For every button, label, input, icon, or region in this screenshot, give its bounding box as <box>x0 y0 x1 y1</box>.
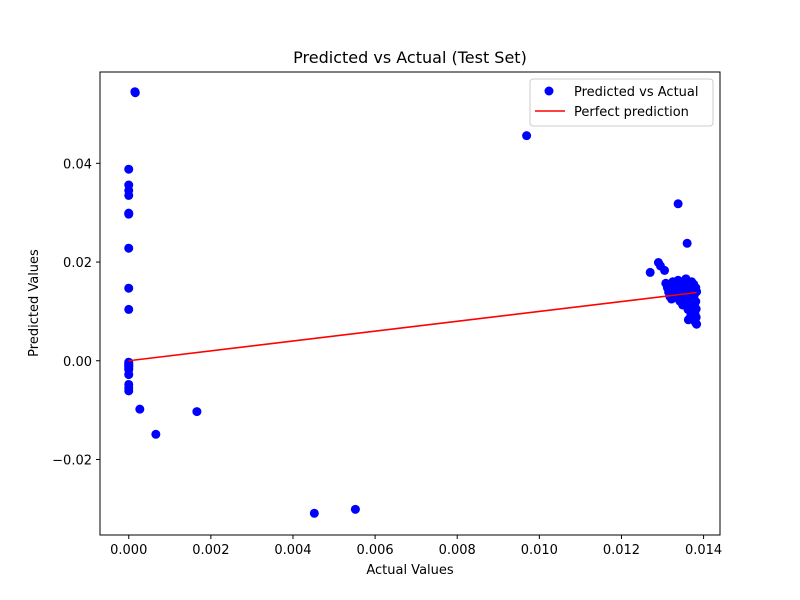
y-tick-label: −0.02 <box>52 453 92 468</box>
x-tick-label: 0.010 <box>521 543 558 558</box>
data-point <box>124 370 134 380</box>
data-point <box>645 267 655 277</box>
data-point <box>692 319 702 329</box>
legend-box <box>529 78 714 127</box>
x-tick-label: 0.004 <box>274 543 311 558</box>
x-tick-label: 0.000 <box>110 543 147 558</box>
data-point <box>673 199 683 209</box>
x-tick-label: 0.002 <box>192 543 229 558</box>
x-tick-label: 0.014 <box>685 543 722 558</box>
data-point <box>124 304 134 314</box>
data-point <box>192 407 202 417</box>
data-point <box>124 243 134 253</box>
data-point <box>309 508 319 518</box>
data-point <box>682 238 692 248</box>
data-point <box>124 190 134 200</box>
data-point <box>124 386 134 396</box>
y-tick-label: 0.02 <box>63 256 92 271</box>
perfect-prediction-line <box>128 291 697 362</box>
data-point <box>124 283 134 293</box>
chart-title: Predicted vs Actual (Test Set) <box>293 48 527 67</box>
data-point <box>124 164 134 174</box>
x-tick-label: 0.012 <box>603 543 640 558</box>
data-point <box>691 312 701 322</box>
data-point <box>130 88 140 98</box>
data-point <box>522 131 532 141</box>
data-point <box>350 504 360 514</box>
data-point <box>691 304 701 314</box>
data-point <box>692 287 702 297</box>
plot-area: 0.000 0.002 0.004 0.006 0.008 0.010 0.012 0.014… <box>52 71 722 558</box>
data-point <box>151 429 161 439</box>
data-point <box>135 404 145 414</box>
y-tick-label: 0.00 <box>63 355 92 370</box>
y-tick-label: 0.04 <box>63 157 92 172</box>
x-tick-label: 0.008 <box>439 543 476 558</box>
data-point <box>660 265 670 275</box>
legend-label-perfect: Perfect prediction <box>574 105 689 120</box>
x-axis-label: Actual Values <box>366 563 454 578</box>
y-axis-label: Predicted Values <box>27 249 42 357</box>
plot-frame <box>99 71 721 536</box>
legend-scatter-marker <box>544 86 554 96</box>
data-point <box>691 297 701 307</box>
x-tick-label: 0.006 <box>356 543 393 558</box>
data-point <box>124 209 134 219</box>
legend-label-predicted: Predicted vs Actual <box>574 85 698 100</box>
